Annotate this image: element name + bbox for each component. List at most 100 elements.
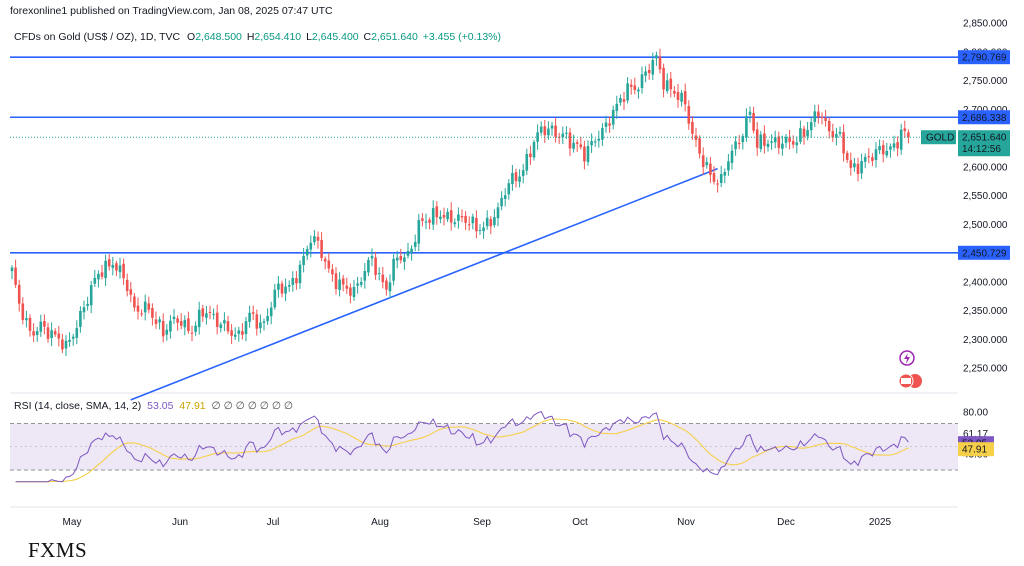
candle-body <box>611 109 615 125</box>
candle-body <box>125 279 129 291</box>
high-value: 2,654.410 <box>254 31 302 43</box>
open-value: 2,648.500 <box>195 31 242 43</box>
candle-body <box>410 248 413 253</box>
candle-body <box>467 224 471 226</box>
candle-body <box>439 216 442 220</box>
close-value: 2,651.640 <box>371 31 418 43</box>
candle-body <box>788 137 791 142</box>
change-value: +3.455 (+0.13%) <box>422 31 502 43</box>
candle-body <box>763 133 766 146</box>
candle-body <box>172 316 176 320</box>
candle-body <box>237 330 241 334</box>
candle-body <box>860 161 863 174</box>
candle-body <box>773 137 777 143</box>
candle-body <box>831 131 835 138</box>
candle-body <box>478 229 482 231</box>
candle-body <box>269 307 273 317</box>
price-axis-tick: 2,400.000 <box>963 277 1008 288</box>
candle-body <box>507 183 511 195</box>
last-price-label-bg <box>958 130 1010 157</box>
publisher-line: forexonline1 published on TradingView.co… <box>10 5 333 17</box>
rsi-axis-tick: 80.00 <box>963 407 988 418</box>
rsi-label: RSI (14, close, SMA, 14, 2) <box>14 400 142 412</box>
candle-body <box>165 329 169 335</box>
candle-body <box>352 286 356 297</box>
high-label: H <box>246 31 255 43</box>
price-axis-tick: 2,250.000 <box>963 364 1008 375</box>
candle-body <box>842 132 845 154</box>
candle-body <box>586 146 590 162</box>
candle-body <box>86 303 89 306</box>
candle-body <box>431 208 435 225</box>
us-flag-icon-stripe <box>901 378 911 384</box>
candle-body <box>867 156 871 158</box>
rsi-sma-label-bg <box>958 442 994 457</box>
candle-body <box>838 131 842 134</box>
candle-body <box>723 171 727 176</box>
candle-body <box>795 142 799 146</box>
low-label: L <box>306 31 312 43</box>
candle-body <box>554 125 557 137</box>
candle-body <box>835 134 838 138</box>
candle-body <box>248 312 251 322</box>
candle-body <box>147 303 151 310</box>
candle-body <box>118 265 122 273</box>
candle-body <box>255 314 259 329</box>
candle-body <box>482 227 485 232</box>
last-price-label: 2,651.640 <box>962 133 1007 144</box>
candle-body <box>626 83 629 101</box>
candle-body <box>892 143 896 148</box>
candle-body <box>421 218 424 221</box>
candle-body <box>701 155 705 167</box>
candle-body <box>727 161 730 171</box>
candle-body <box>817 111 820 117</box>
symbol-legend: CFDs on Gold (US$ / OZ), 1D, TVC O2,648.… <box>14 31 501 43</box>
candle-body <box>809 122 813 131</box>
candle-body <box>370 256 374 259</box>
candle-body <box>388 282 392 292</box>
candle-body <box>133 296 136 308</box>
candle-body <box>53 331 57 335</box>
candle-body <box>741 136 745 143</box>
candle-body <box>734 141 737 150</box>
candle-body <box>413 241 417 247</box>
candle-body <box>331 269 334 275</box>
candle-body <box>43 321 46 327</box>
candle-body <box>122 263 125 279</box>
horizontal-level-label: 2,450.729 <box>962 248 1007 259</box>
candle-body <box>14 267 17 285</box>
close-label: C <box>363 31 372 43</box>
candle-body <box>208 312 212 314</box>
candle-body <box>453 222 457 225</box>
candle-body <box>449 210 453 223</box>
time-axis-label: Nov <box>677 517 695 528</box>
horizontal-level-label: 2,790.769 <box>962 53 1007 64</box>
candle-body <box>93 277 97 284</box>
candle-body <box>313 236 316 243</box>
candle-body <box>907 132 910 138</box>
candle-body <box>889 146 892 150</box>
candle-body <box>493 217 496 226</box>
candle-body <box>781 143 784 149</box>
candle-body <box>827 120 831 132</box>
candle-body <box>61 339 64 350</box>
candle-body <box>845 152 849 160</box>
candle-body <box>46 327 50 339</box>
candle-body <box>417 220 421 244</box>
candle-body <box>568 132 572 149</box>
candle-body <box>543 126 547 136</box>
rsi-empty-marks: ∅ ∅ ∅ ∅ ∅ ∅ ∅ <box>211 400 294 412</box>
candle-body <box>399 255 403 261</box>
candle-body <box>446 211 449 220</box>
candle-body <box>367 259 370 273</box>
candle-body <box>385 280 388 290</box>
candle-body <box>75 328 79 338</box>
candle-body <box>17 284 21 304</box>
candle-body <box>755 129 759 148</box>
candle-body <box>273 289 277 308</box>
candle-body <box>194 325 197 332</box>
candle-body <box>57 333 61 339</box>
candle-body <box>251 312 255 314</box>
candle-body <box>669 78 673 90</box>
